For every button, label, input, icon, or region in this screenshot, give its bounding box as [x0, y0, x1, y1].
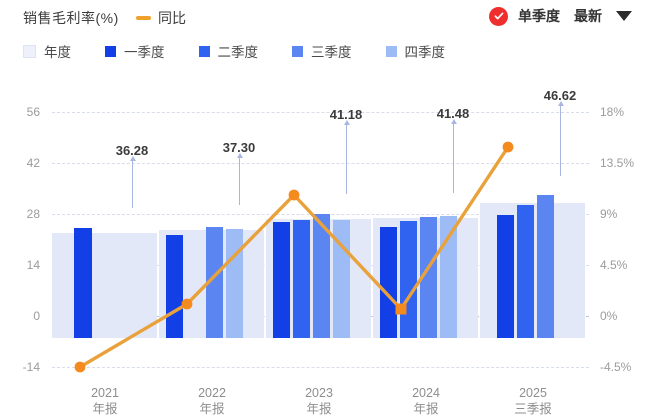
- series-legend: 年度 一季度 二季度 三季度 四季度: [23, 41, 445, 61]
- x-axis-tick-2025: 2025 三季报: [514, 385, 552, 417]
- chart-plot-area: 56 42 28 14 0 -14 18% 13.5% 9% 4.5% 0% -…: [0, 78, 650, 417]
- legend-item-yoy[interactable]: 同比: [136, 8, 186, 28]
- legend-item-q4[interactable]: 四季度: [385, 41, 446, 61]
- gridline: [52, 112, 589, 113]
- bar-q3-2025[interactable]: [537, 195, 554, 338]
- bar-q4-2022[interactable]: [226, 229, 243, 338]
- bar-q3-2024[interactable]: [420, 217, 437, 338]
- bar-group-2025[interactable]: [480, 78, 585, 338]
- y2-axis-tick-label: 18%: [600, 105, 625, 119]
- value-pointer-icon: [129, 156, 136, 208]
- yoy-legend-label: 同比: [158, 10, 186, 26]
- legend-item-annual[interactable]: 年度: [23, 41, 71, 61]
- mode-selector[interactable]: 单季度 最新: [489, 6, 632, 26]
- value-pointer-icon: [236, 153, 243, 205]
- bar-q2-2025[interactable]: [517, 205, 534, 338]
- bar-q3-2023[interactable]: [313, 214, 330, 338]
- mode-label[interactable]: 单季度: [518, 8, 560, 24]
- page-title: 销售毛利率(%): [23, 10, 119, 26]
- legend-swatch-q2: [198, 45, 210, 57]
- x-tick-line1: 2023: [305, 386, 333, 400]
- x-axis-tick-2023: 2023 年报: [305, 385, 333, 417]
- value-pointer-icon: [450, 119, 457, 193]
- legend-swatch-q1: [105, 45, 116, 57]
- chart-header: 销售毛利率(%) 同比 单季度 最新: [0, 0, 650, 34]
- bar-q1-2025[interactable]: [497, 215, 514, 338]
- value-pointer-icon: [557, 101, 564, 176]
- bar-annual-2021[interactable]: [52, 233, 157, 338]
- bar-group-2021[interactable]: [52, 78, 157, 338]
- bar-q1-2021[interactable]: [74, 228, 92, 338]
- y-axis-tick-label: 42: [26, 156, 40, 170]
- bar-group-2022[interactable]: [159, 78, 264, 338]
- legend-label-q4: 四季度: [404, 45, 446, 60]
- legend-swatch-q4: [385, 45, 397, 57]
- bar-q4-2023[interactable]: [333, 220, 350, 338]
- bar-q4-2024[interactable]: [440, 216, 457, 338]
- y-axis-tick-label: 14: [26, 258, 40, 272]
- y-axis-tick-label: -14: [22, 360, 40, 374]
- bar-q3-2022[interactable]: [206, 227, 223, 338]
- data-label-2024: 41.48: [436, 106, 470, 121]
- chevron-down-icon[interactable]: [616, 11, 632, 21]
- bar-q1-2022[interactable]: [166, 235, 183, 338]
- gridline: [52, 367, 589, 368]
- data-label-2023: 41.18: [329, 107, 363, 122]
- bar-q2-2024[interactable]: [400, 221, 417, 338]
- x-tick-line2: 年报: [413, 402, 439, 416]
- x-tick-line2: 年报: [199, 402, 225, 416]
- legend-label-q3: 三季度: [311, 45, 352, 60]
- x-axis-tick-2021: 2021 年报: [91, 385, 119, 417]
- x-tick-line2: 三季报: [514, 402, 552, 416]
- y-axis-tick-label: 56: [26, 105, 40, 119]
- y-axis-tick-label: 0: [33, 309, 40, 323]
- yoy-line-swatch-icon: [136, 16, 151, 20]
- bar-q1-2023[interactable]: [273, 222, 290, 338]
- x-tick-line2: 年报: [92, 402, 118, 416]
- y2-axis-tick-label: 13.5%: [600, 156, 635, 170]
- legend-label-q1: 一季度: [124, 45, 165, 60]
- legend-swatch-annual: [23, 44, 36, 58]
- value-pointer-icon: [343, 120, 350, 194]
- legend-item-q2[interactable]: 二季度: [198, 41, 259, 61]
- bar-q2-2023[interactable]: [293, 220, 310, 338]
- legend-item-q1[interactable]: 一季度: [105, 41, 165, 61]
- legend-label-q2: 二季度: [217, 45, 259, 60]
- bar-q1-2024[interactable]: [380, 227, 397, 338]
- check-circle-icon[interactable]: [489, 6, 508, 26]
- y2-axis-tick-label: 9%: [600, 207, 618, 221]
- x-tick-line1: 2021: [91, 386, 119, 400]
- legend-label-annual: 年度: [44, 45, 71, 60]
- bar-groups: [52, 78, 589, 338]
- y2-axis-tick-label: -4.5%: [600, 360, 632, 374]
- x-tick-line1: 2024: [412, 386, 440, 400]
- sort-label[interactable]: 最新: [574, 8, 602, 24]
- x-tick-line1: 2022: [198, 386, 226, 400]
- legend-swatch-q3: [292, 45, 303, 57]
- x-tick-line1: 2025: [519, 386, 547, 400]
- x-axis-tick-2024: 2024 年报: [412, 385, 440, 417]
- y2-axis-tick-label: 4.5%: [600, 258, 628, 272]
- legend-item-q3[interactable]: 三季度: [292, 41, 352, 61]
- x-tick-line2: 年报: [306, 402, 332, 416]
- x-axis-tick-2022: 2022 年报: [198, 385, 226, 417]
- y-axis-tick-label: 28: [26, 207, 40, 221]
- data-label-2025: 46.62: [543, 88, 577, 103]
- y2-axis-tick-label: 0%: [600, 309, 618, 323]
